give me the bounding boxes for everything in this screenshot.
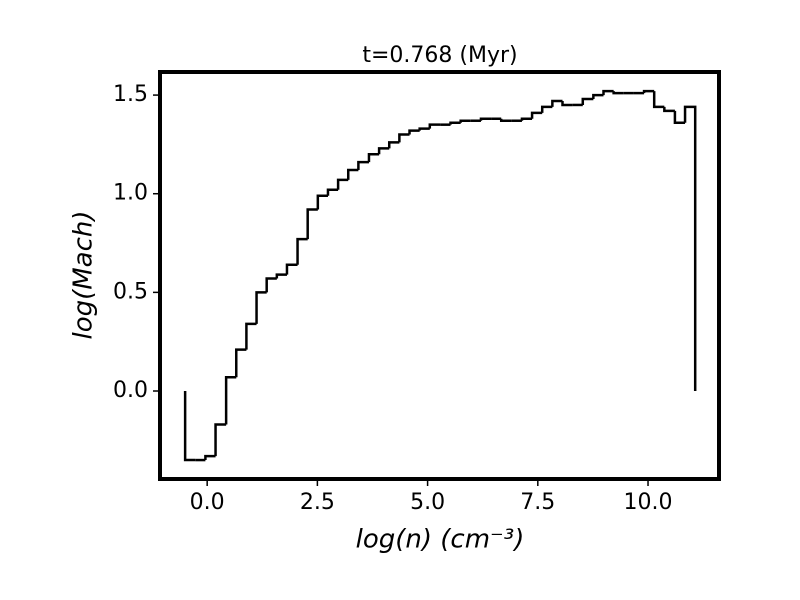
step-segment [316,194,328,210]
x-tick-label: 10.0 [624,490,673,515]
step-segment [275,273,287,279]
step-segment [652,91,665,109]
step-segment [224,375,237,425]
y-tick-label: 1.0 [113,181,148,206]
x-tick-label: 2.5 [300,490,335,515]
step-segment [602,89,614,96]
step-segment [530,111,543,119]
step-segment [265,277,277,293]
x-tick-label: 5.0 [410,490,445,515]
step-segment [346,168,359,180]
step-segment [592,93,604,100]
step-segment [581,97,594,105]
step-segment [449,121,461,125]
step-segment [479,117,492,121]
step-segment [459,119,471,123]
step-segment [499,118,512,122]
step-segment [540,105,553,113]
step-segment [418,127,430,131]
step-segment [336,178,349,190]
step-segment [428,123,441,129]
step-segment [520,117,533,121]
step-segment [306,208,318,240]
step-segment [377,147,390,155]
step-segment [663,106,675,113]
step-segment [357,160,369,171]
chart-title: t=0.768 (Myr) [362,43,517,68]
step-segment [408,129,420,135]
step-segment [673,110,686,124]
x-axis-label: log(n) (cm⁻³) [356,525,525,555]
step-segment [296,237,308,265]
step-segment [683,105,697,392]
y-tick-label: 0.5 [113,279,148,304]
step-segment [551,99,563,107]
y-axis-label: log(Mach) [69,210,99,339]
step-segment [245,322,257,350]
step-segment [398,133,410,143]
step-segment [285,263,298,275]
step-segment [183,391,196,462]
y-tick-label: 0.0 [113,378,148,403]
step-segment [255,291,267,324]
step-segment [612,91,624,95]
step-segment [367,153,380,163]
plot-frame [158,70,721,481]
step-segment [642,89,655,94]
step-segment [387,141,400,149]
step-segment [235,348,247,378]
y-tick-label: 1.5 [113,82,148,107]
step-segment [214,423,227,457]
x-tick-label: 0.0 [190,490,225,515]
step-segment [561,101,573,107]
step-segment [204,454,216,461]
x-tick-label: 7.5 [520,490,555,515]
step-segment [326,188,339,196]
